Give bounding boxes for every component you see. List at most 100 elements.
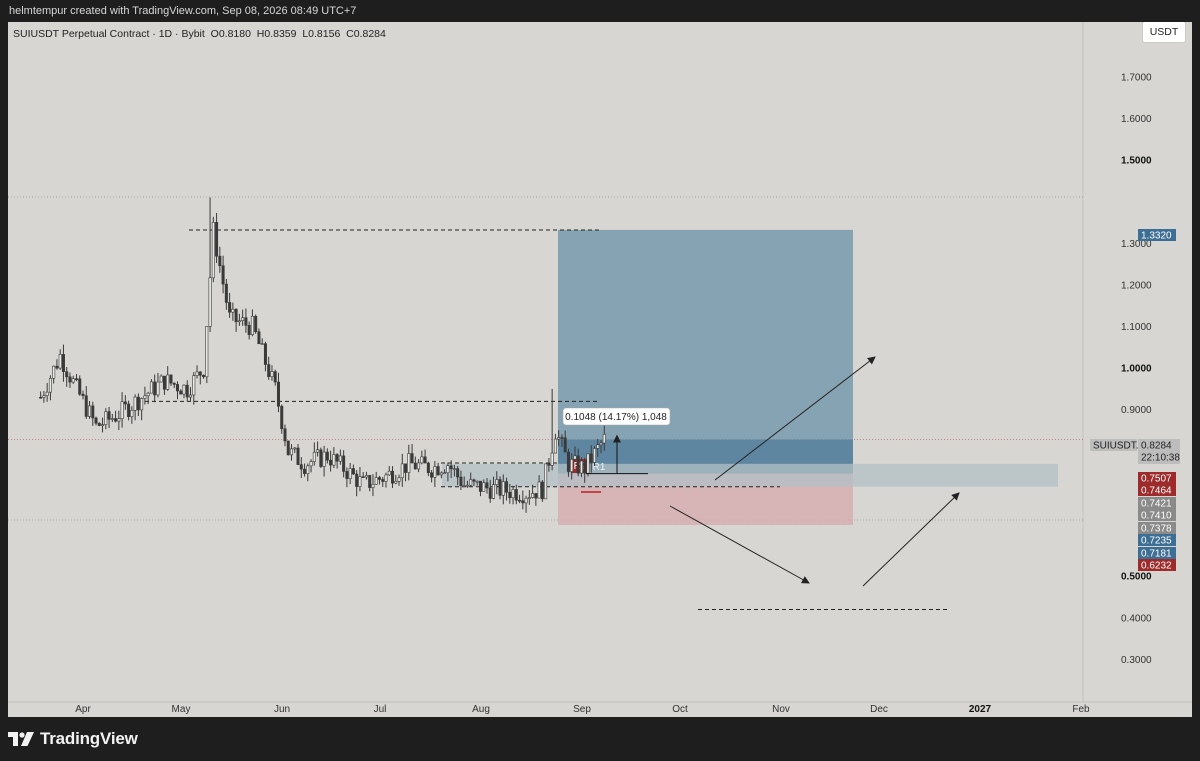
candle xyxy=(68,372,72,388)
candle xyxy=(127,400,131,421)
ohlc-close: C0.8284 xyxy=(343,28,386,40)
candle xyxy=(531,484,535,499)
candle xyxy=(335,453,339,469)
candle-body xyxy=(104,411,108,425)
candle xyxy=(387,466,391,476)
r1-label: R1 xyxy=(593,462,606,473)
candle xyxy=(143,386,147,405)
price-tick: 0.3000 xyxy=(1121,655,1152,666)
top-bar: helmtempur created with TradingView.com,… xyxy=(0,0,1200,22)
price-tag-box xyxy=(1138,229,1176,241)
time-tick: Dec xyxy=(870,704,888,715)
candle-body xyxy=(351,468,355,475)
candle-body xyxy=(475,480,479,483)
candle-body xyxy=(364,475,368,478)
chart-area[interactable]: R2R1 0.1048 (14.17%) 1,048 0.30000.40000… xyxy=(8,22,1192,717)
symbol-legend[interactable]: SUIUSDT Perpetual Contract · 1D · Bybit … xyxy=(13,28,386,40)
price-tag-value: 0.7378 xyxy=(1141,524,1172,535)
candle-body xyxy=(459,476,463,486)
candle xyxy=(338,449,342,465)
candle-body xyxy=(394,481,398,484)
candle xyxy=(312,442,316,466)
candle xyxy=(351,464,355,475)
candle-body xyxy=(84,395,88,417)
accumulation-zone xyxy=(442,463,1058,487)
candle xyxy=(524,495,528,513)
candle xyxy=(123,395,127,410)
symbol-title[interactable]: SUIUSDT Perpetual Contract · 1D · Bybit xyxy=(13,28,205,40)
price-tag-value: 0.7464 xyxy=(1141,486,1172,497)
candle-body xyxy=(514,489,518,501)
price-tag-box xyxy=(1138,522,1176,534)
price-tag-value: 0.7410 xyxy=(1141,511,1172,522)
candle-body xyxy=(175,384,179,392)
candle xyxy=(276,372,280,413)
candle xyxy=(280,404,284,434)
candles xyxy=(39,197,606,513)
candle-body xyxy=(488,487,492,499)
currency-button[interactable]: USDT xyxy=(1143,22,1185,42)
candle-body xyxy=(286,440,290,456)
candle-body xyxy=(81,393,85,397)
candle-body xyxy=(508,491,512,499)
candle-body xyxy=(39,396,43,399)
candle xyxy=(439,471,443,479)
candle xyxy=(505,477,509,501)
candle-body xyxy=(45,391,49,396)
candle xyxy=(244,308,248,333)
candle xyxy=(257,328,261,345)
candle xyxy=(65,367,69,387)
candle-body xyxy=(110,418,114,420)
candle xyxy=(534,493,538,506)
candle xyxy=(550,388,554,471)
candle xyxy=(469,472,473,488)
candle-body xyxy=(52,365,56,379)
candle xyxy=(361,472,365,478)
header-credit: helmtempur created with TradingView.com,… xyxy=(9,5,357,17)
candle xyxy=(410,444,414,464)
candle xyxy=(465,480,469,488)
candle xyxy=(81,390,85,400)
candle-body xyxy=(404,463,408,473)
candle-body xyxy=(280,405,284,430)
candle-body xyxy=(283,428,287,442)
candle xyxy=(303,463,307,477)
candle-body xyxy=(527,497,531,499)
candle xyxy=(391,466,395,488)
candle xyxy=(42,391,46,403)
candle xyxy=(97,422,101,427)
candle-body xyxy=(560,437,564,439)
candle-body xyxy=(316,449,320,453)
symbol-tag-box xyxy=(1090,439,1137,451)
price-chart[interactable]: R2R1 0.1048 (14.17%) 1,048 0.30000.40000… xyxy=(8,22,1192,717)
candle-body xyxy=(430,472,434,478)
candle-body xyxy=(71,378,75,383)
candle xyxy=(202,374,206,379)
candle xyxy=(130,406,134,424)
tradingview-logo[interactable]: TradingView xyxy=(8,729,138,749)
candle-body xyxy=(540,481,544,500)
candle-body xyxy=(355,473,359,487)
candle xyxy=(208,197,212,333)
candle-body xyxy=(101,424,105,426)
candle xyxy=(84,386,88,419)
candle xyxy=(322,445,326,477)
candle xyxy=(104,408,108,430)
candle-body xyxy=(221,265,225,285)
candle xyxy=(342,450,346,478)
candle xyxy=(140,397,144,421)
candle-body xyxy=(583,460,587,474)
price-tick: 0.5000 xyxy=(1121,572,1152,583)
price-tag-box xyxy=(1138,559,1176,571)
candle xyxy=(149,379,153,394)
position-zones: R2R1 xyxy=(442,229,1058,525)
candle xyxy=(583,457,587,483)
candle-body xyxy=(566,451,570,472)
measure-tool: 0.1048 (14.17%) 1,048 xyxy=(562,407,671,475)
candle xyxy=(107,406,111,429)
candle-body xyxy=(208,277,212,327)
candle-body xyxy=(501,481,505,496)
price-tag: 0.7410 xyxy=(1138,509,1176,522)
candle-body xyxy=(420,456,424,464)
candle xyxy=(247,321,251,340)
